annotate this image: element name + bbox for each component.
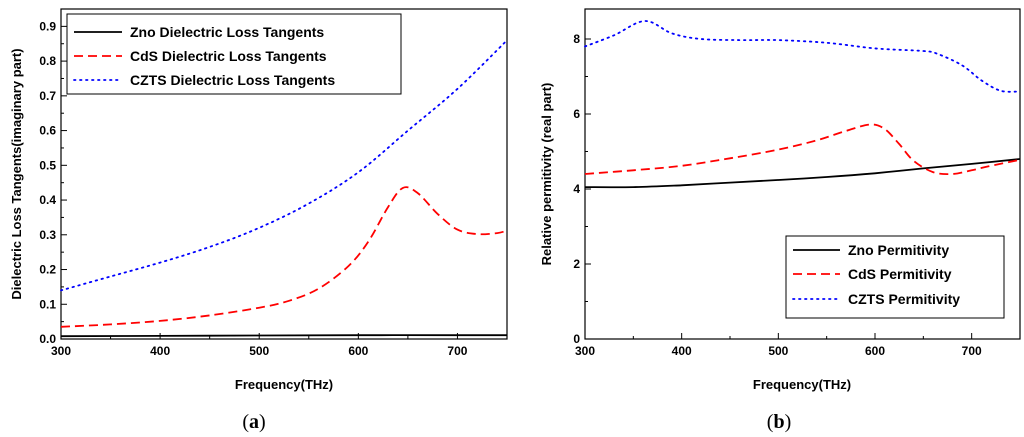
panel-a-y-tick-label: 0.2: [39, 263, 56, 277]
panel-b-y-tick-label: 0: [573, 332, 580, 346]
panel-a-ticks: 300 400 500 600 700 0.0 0.1 0.2 0.3 0.4 0.5 0.6 0.7 0…: [39, 19, 508, 358]
panel-b-caption: (b): [767, 411, 791, 433]
panel-a-x-tick-label: 600: [348, 344, 368, 358]
panel-a-y-tick-label: 0.6: [39, 124, 56, 138]
panel-b-x-tick-label: 300: [575, 344, 595, 358]
panel-b-y-axis-label: Relative permitivity (real part): [539, 83, 554, 266]
panel-a-legend-label-czts: CZTS Dielectric Loss Tangents: [130, 72, 335, 88]
panel-b-legend: Zno Permitivity CdS Permitivity CZTS Per…: [785, 235, 1005, 319]
panel-b-x-tick-label: 600: [865, 344, 885, 358]
panel-b: 300 400 500 600 700 0 2 4 6 8 Frequency(THz) Rela…: [539, 8, 1021, 433]
panel-b-y-tick-label: 6: [573, 107, 580, 121]
panel-a-legend-box: [66, 13, 402, 95]
panel-b-series: [584, 20, 1021, 189]
panel-b-x-tick-label: 400: [672, 344, 692, 358]
panel-b-legend-label-zno: Zno Permitivity: [848, 242, 949, 258]
panel-a-y-tick-label: 0.8: [39, 54, 56, 68]
panel-a-y-tick-label: 0.7: [39, 89, 56, 103]
panel-a: 300 400 500 600 700 0.0 0.1 0.2 0.3 0.4 0.5 0.6 0.7 0…: [9, 8, 508, 433]
panel-b-x-axis-label: Frequency(THz): [753, 377, 851, 392]
panel-a-x-tick-label: 300: [51, 344, 71, 358]
panel-a-x-axis-label: Frequency(THz): [235, 377, 333, 392]
panel-b-x-tick-label: 500: [768, 344, 788, 358]
panel-a-y-tick-label: 0.1: [39, 297, 56, 311]
panel-a-legend-label-zno: Zno Dielectric Loss Tangents: [130, 24, 324, 40]
panel-a-legend-label-cds: CdS Dielectric Loss Tangents: [130, 48, 327, 64]
panel-a-caption-letter: a: [249, 411, 259, 433]
panel-a-series-line-czts: [60, 39, 508, 292]
panel-a-series-line-zno: [60, 334, 507, 338]
panel-a-series: [60, 39, 508, 338]
panel-b-caption-letter: b: [773, 411, 784, 433]
panel-a-y-tick-label: 0.5: [39, 158, 56, 172]
panel-b-legend-label-czts: CZTS Permitivity: [848, 291, 960, 307]
panel-a-legend: Zno Dielectric Loss Tangents CdS Dielect…: [66, 13, 402, 95]
panel-a-caption: (a): [242, 411, 265, 433]
panel-a-y-tick-label: 0.0: [39, 332, 56, 346]
panel-a-y-tick-label: 0.4: [39, 193, 56, 207]
panel-b-ticks: 300 400 500 600 700 0 2 4 6 8: [573, 32, 1021, 358]
panel-b-legend-label-cds: CdS Permitivity: [848, 266, 952, 282]
panel-a-y-tick-label: 0.9: [39, 19, 56, 33]
panel-b-y-tick-label: 8: [573, 32, 580, 46]
panel-a-x-tick-label: 500: [249, 344, 269, 358]
panel-a-x-tick-label: 400: [150, 344, 170, 358]
panel-b-x-tick-label: 700: [962, 344, 982, 358]
panel-b-series-line-cds: [584, 123, 1021, 176]
panel-a-series-line-cds: [60, 186, 508, 328]
panel-b-y-tick-label: 4: [573, 182, 580, 196]
panel-b-series-line-zno: [584, 158, 1021, 189]
panel-b-series-line-czts: [584, 20, 1021, 93]
panel-a-y-axis-label: Dielectric Loss Tangents(imaginary part): [9, 48, 24, 299]
panel-a-x-tick-label: 700: [447, 344, 467, 358]
panel-b-y-tick-label: 2: [573, 257, 580, 271]
panel-a-y-tick-label: 0.3: [39, 228, 56, 242]
panel-a-frame: [60, 8, 508, 340]
